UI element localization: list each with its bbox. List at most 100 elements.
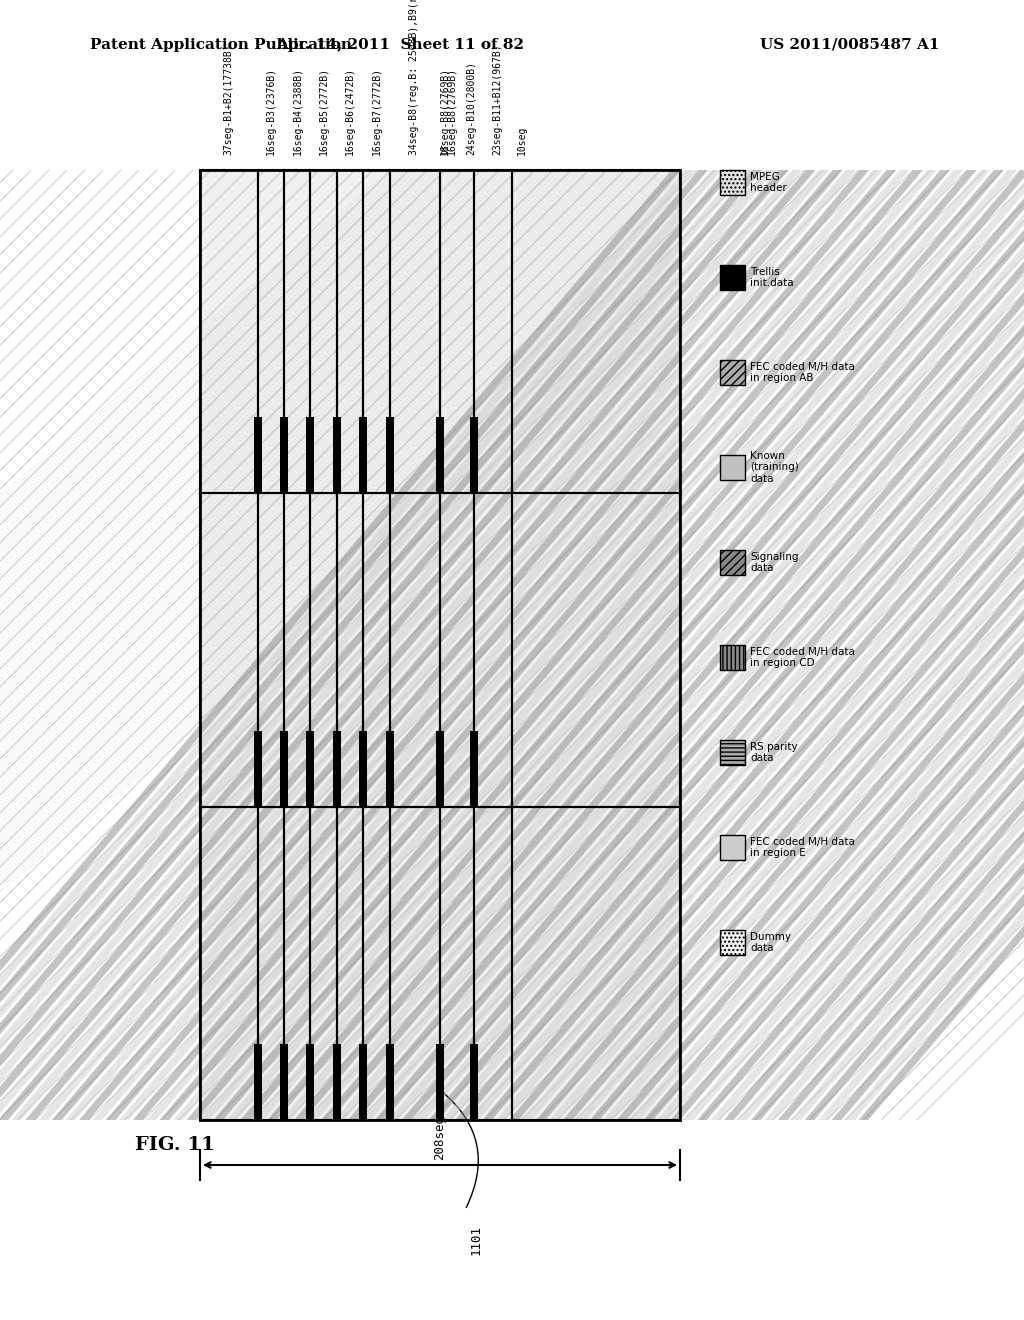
Polygon shape: [281, 170, 1024, 1119]
Bar: [720, 741, 745, 766]
Text: 18seg-B8(2769B): 18seg-B8(2769B): [439, 67, 450, 154]
Polygon shape: [0, 170, 735, 1119]
Polygon shape: [335, 170, 1024, 1119]
Bar: [306, 417, 314, 492]
Polygon shape: [92, 170, 909, 1119]
Polygon shape: [133, 170, 950, 1119]
Bar: [436, 417, 444, 492]
Polygon shape: [603, 170, 1024, 1119]
Text: or: or: [439, 144, 450, 154]
Polygon shape: [254, 170, 1024, 1119]
Text: 37seg-B1+B2(17738B): 37seg-B1+B2(17738B): [224, 44, 233, 154]
Polygon shape: [227, 170, 1024, 1119]
Bar: [720, 836, 745, 861]
Polygon shape: [26, 170, 843, 1119]
Polygon shape: [509, 170, 1024, 1119]
Text: 1101: 1101: [470, 1225, 483, 1255]
Polygon shape: [0, 170, 708, 1119]
Polygon shape: [442, 170, 1024, 1119]
Polygon shape: [0, 170, 775, 1119]
Polygon shape: [375, 170, 1024, 1119]
Polygon shape: [577, 170, 1024, 1119]
Text: 16seg-B4(2388B): 16seg-B4(2388B): [293, 67, 302, 154]
Polygon shape: [792, 170, 1024, 1119]
Polygon shape: [697, 170, 1024, 1119]
Polygon shape: [724, 170, 1024, 1119]
Polygon shape: [0, 170, 694, 1119]
Bar: [333, 730, 341, 807]
Polygon shape: [186, 170, 1004, 1119]
Bar: [200, 170, 680, 1119]
Polygon shape: [643, 170, 1024, 1119]
Polygon shape: [294, 170, 1024, 1119]
Bar: [254, 730, 261, 807]
Bar: [306, 1044, 314, 1119]
Text: US 2011/0085487 A1: US 2011/0085487 A1: [760, 38, 940, 51]
Bar: [200, 170, 680, 1119]
Bar: [306, 730, 314, 807]
Bar: [386, 1044, 393, 1119]
Polygon shape: [428, 170, 1024, 1119]
Bar: [720, 455, 745, 480]
Polygon shape: [805, 170, 1024, 1119]
Bar: [720, 170, 745, 195]
Text: 10seg: 10seg: [516, 125, 526, 154]
Polygon shape: [496, 170, 1024, 1119]
Text: Trellis
init.data: Trellis init.data: [750, 267, 794, 288]
Polygon shape: [616, 170, 1024, 1119]
Polygon shape: [267, 170, 1024, 1119]
Text: Dummy
data: Dummy data: [750, 932, 791, 953]
Text: Patent Application Publication: Patent Application Publication: [90, 38, 352, 51]
Bar: [470, 417, 477, 492]
Polygon shape: [0, 170, 681, 1119]
Polygon shape: [241, 170, 1024, 1119]
Polygon shape: [536, 170, 1024, 1119]
Bar: [254, 417, 261, 492]
Text: 24seg-B10(2800B): 24seg-B10(2800B): [466, 61, 476, 154]
Polygon shape: [52, 170, 869, 1119]
Polygon shape: [778, 170, 1024, 1119]
Bar: [720, 645, 745, 671]
Bar: [386, 417, 393, 492]
Text: RS parity
data: RS parity data: [750, 742, 798, 763]
Polygon shape: [146, 170, 964, 1119]
Text: FEC coded M/H data
in region AB: FEC coded M/H data in region AB: [750, 362, 855, 383]
Polygon shape: [388, 170, 1024, 1119]
Bar: [254, 1044, 261, 1119]
Bar: [333, 1044, 341, 1119]
Bar: [200, 170, 680, 1119]
Polygon shape: [415, 170, 1024, 1119]
Polygon shape: [482, 170, 1024, 1119]
FancyArrowPatch shape: [443, 1093, 478, 1208]
Polygon shape: [0, 170, 788, 1119]
Text: FEC coded M/H data
in region CD: FEC coded M/H data in region CD: [750, 647, 855, 668]
Text: 34seg-B8(reg.B: 2508B),B9(reg.E: 2567B): 34seg-B8(reg.B: 2508B),B9(reg.E: 2567B): [409, 0, 419, 154]
Polygon shape: [120, 170, 937, 1119]
Polygon shape: [671, 170, 1024, 1119]
Polygon shape: [737, 170, 1024, 1119]
Polygon shape: [818, 170, 1024, 1119]
Bar: [720, 360, 745, 385]
Bar: [359, 1044, 368, 1119]
Text: 23seg-B11+B12(967B): 23seg-B11+B12(967B): [493, 44, 503, 154]
Bar: [200, 170, 680, 1119]
Polygon shape: [79, 170, 896, 1119]
Bar: [280, 1044, 288, 1119]
Polygon shape: [765, 170, 1024, 1119]
Bar: [470, 1044, 477, 1119]
Bar: [436, 730, 444, 807]
Polygon shape: [173, 170, 990, 1119]
Polygon shape: [845, 170, 1024, 1119]
Bar: [280, 417, 288, 492]
Polygon shape: [0, 170, 762, 1119]
Polygon shape: [39, 170, 856, 1119]
Text: 16seg-B8(2769B): 16seg-B8(2769B): [447, 67, 457, 154]
Text: Signaling
data: Signaling data: [750, 552, 799, 573]
Polygon shape: [469, 170, 1024, 1119]
Polygon shape: [563, 170, 1024, 1119]
Text: 16seg-B3(2376B): 16seg-B3(2376B): [266, 67, 276, 154]
Text: 16seg-B7(2772B): 16seg-B7(2772B): [372, 67, 382, 154]
Polygon shape: [401, 170, 1024, 1119]
Polygon shape: [321, 170, 1024, 1119]
Polygon shape: [348, 170, 1024, 1119]
